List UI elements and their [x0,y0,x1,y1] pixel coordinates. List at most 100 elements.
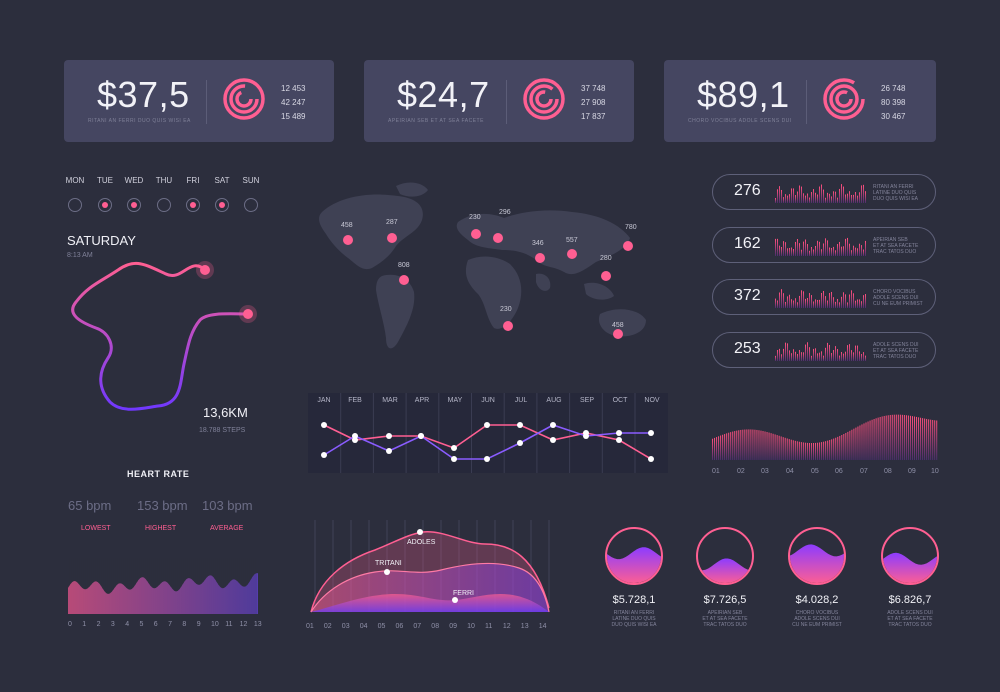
route-start-marker[interactable] [200,265,210,275]
map-marker[interactable] [623,241,633,251]
hr-stat-average-value: 103 bpm [202,498,253,513]
map-marker[interactable] [399,275,409,285]
axis-label: 6 [153,621,158,628]
wave-bar [865,422,867,460]
day-toggle-mon[interactable] [68,198,82,212]
spark-bar [851,350,852,361]
metric-pill-3[interactable]: 372 CHORO VOCIBUS ADOLE SCENS DUI CU NE … [712,279,936,315]
month-label: JUL [514,397,528,404]
map-marker[interactable] [471,229,481,239]
series-point[interactable] [517,422,523,428]
series-point[interactable] [517,440,523,446]
pill-sparkbars [775,237,866,256]
spark-bar [819,352,820,361]
spark-bar [777,189,778,203]
series-point[interactable] [451,445,457,451]
spark-bar [863,184,864,203]
wave-bar [831,439,833,460]
wave-bar [778,435,780,460]
spark-bar [811,247,812,256]
spark-bar [825,347,826,361]
series-point[interactable] [418,433,424,439]
spark-bar [837,349,838,361]
series-point[interactable] [484,422,490,428]
spark-bar [837,244,838,256]
series-point[interactable] [550,422,556,428]
wave-bar [784,437,786,460]
stat-number: 37 748 [581,84,606,93]
series-point[interactable] [616,430,622,436]
spark-bar [859,351,860,361]
spark-bar [847,193,848,203]
map-marker[interactable] [567,249,577,259]
axis-label: 09 [908,468,916,475]
series-point[interactable] [484,456,490,462]
metric-pill-1[interactable]: 276 RITANI AN FERRI LATINE DUO QUIS DUO … [712,174,936,210]
spark-bar [829,344,830,361]
series-point[interactable] [648,430,654,436]
spark-bar [831,353,832,361]
spark-bar [855,300,856,308]
wave-bar [746,429,748,460]
axis-label: 4 [125,621,130,628]
spark-bar [779,186,780,203]
route-time: 8:13 AM [67,252,93,259]
series-point[interactable] [386,433,392,439]
wave-bar [905,415,907,460]
map-marker[interactable] [387,233,397,243]
area-point-ferri[interactable] [452,597,458,603]
map-marker[interactable] [343,235,353,245]
pill-text: RITANI AN FERRI LATINE DUO QUIS DUO QUIS… [873,184,935,202]
axis-label: 9 [196,621,201,628]
series-point[interactable] [386,448,392,454]
series-point[interactable] [451,456,457,462]
series-point[interactable] [583,433,589,439]
metric-pill-2[interactable]: 162 APEIRIAN SEB ET AT SEA FACETE TRAC T… [712,227,936,263]
pill-sparkbars [775,184,866,203]
metric-pill-4[interactable]: 253 ADOLE SCENS DUI ET AT SEA FACETE TRA… [712,332,936,368]
wave-bar [843,433,845,460]
spark-bar [805,239,806,256]
hr-stat-lowest-label: LOWEST [81,525,111,532]
area-ferri [311,593,549,612]
stat-card-3: $89,1 CHORO VOCIBUS ADOLE SCENS DUI 26 7… [664,60,936,142]
map-point-label: 458 [612,322,624,329]
day-toggle-wed[interactable] [127,198,141,212]
hr-stat-highest-value: 153 bpm [137,498,188,513]
map-marker[interactable] [613,329,623,339]
day-toggle-sat[interactable] [215,198,229,212]
series-point[interactable] [321,452,327,458]
area-point-tritani[interactable] [384,569,390,575]
series-point[interactable] [648,456,654,462]
series-point[interactable] [550,437,556,443]
area-point-adoles[interactable] [417,529,423,535]
spark-bar [833,297,834,308]
axis-label: 12 [239,621,248,628]
month-label: JUN [481,397,495,404]
wave-bar [792,440,794,460]
wave-bar [829,440,831,460]
spark-bar [853,245,854,256]
route-end-marker[interactable] [243,309,253,319]
day-toggle-sun[interactable] [244,198,258,212]
coin-text-line: APEIRIAN SEB [707,610,743,616]
map-marker[interactable] [601,271,611,281]
series-point[interactable] [321,422,327,428]
series-point[interactable] [616,437,622,443]
stat-card-numbers: 26 748 80 398 30 467 [881,82,905,124]
month-label: FEB [348,397,362,404]
map-marker[interactable] [493,233,503,243]
spark-bar [853,194,854,203]
coin-ring [605,527,663,585]
spark-bar [831,196,832,203]
spark-bar [827,342,828,361]
day-toggle-tue[interactable] [98,198,112,212]
day-toggle-thu[interactable] [157,198,171,212]
spark-bar [787,248,788,256]
wave-bar [883,415,885,460]
day-toggle-fri[interactable] [186,198,200,212]
map-marker[interactable] [503,321,513,331]
series-point[interactable] [352,433,358,439]
map-marker[interactable] [535,253,545,263]
spark-bar [777,300,778,308]
